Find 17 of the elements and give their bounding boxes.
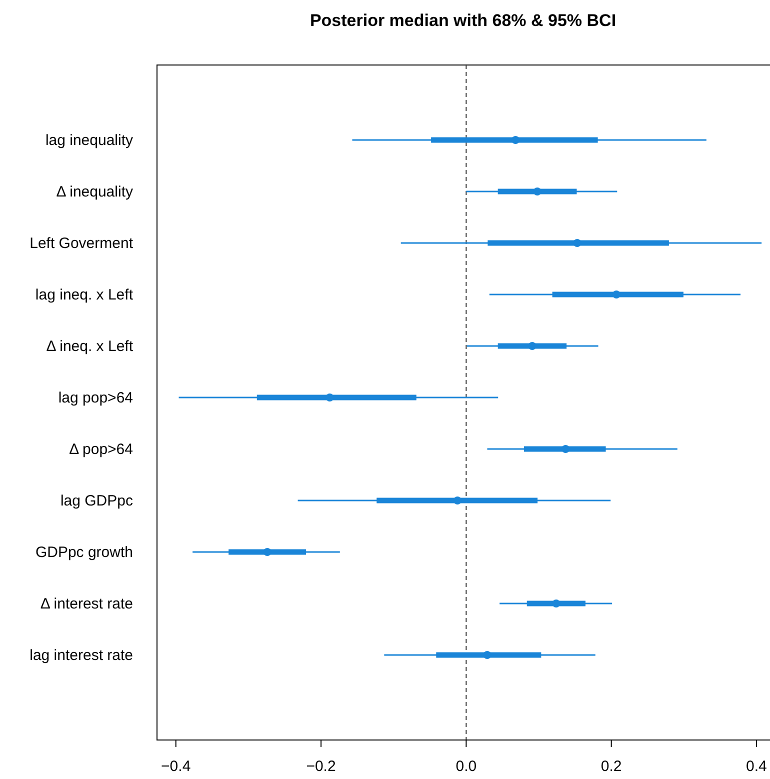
y-tick-label: Δ ineq. x Left	[46, 338, 134, 355]
y-tick-label: lag pop>64	[58, 390, 133, 406]
y-tick-label: Δ pop>64	[69, 441, 133, 458]
chart-title: Posterior median with 68% & 95% BCI	[310, 11, 616, 30]
y-tick-label: Left Goverment	[30, 235, 134, 252]
y-tick-label: lag ineq. x Left	[35, 286, 134, 304]
y-tick-label: Δ interest rate	[40, 596, 133, 612]
x-tick-label: −0.2	[306, 758, 336, 775]
y-tick-label: lag interest rate	[30, 647, 133, 664]
x-tick-label: 0.0	[456, 758, 477, 775]
x-tick-label: −0.4	[161, 758, 191, 775]
y-tick-label: lag GDPpc	[60, 492, 134, 510]
y-tick-label: lag inequality	[45, 132, 134, 149]
x-tick-label: 0.2	[600, 758, 622, 775]
y-tick-label: Δ inequality	[56, 184, 134, 200]
x-tick-label: 0.4	[746, 758, 767, 775]
y-tick-label: GDPpc growth	[35, 544, 133, 561]
